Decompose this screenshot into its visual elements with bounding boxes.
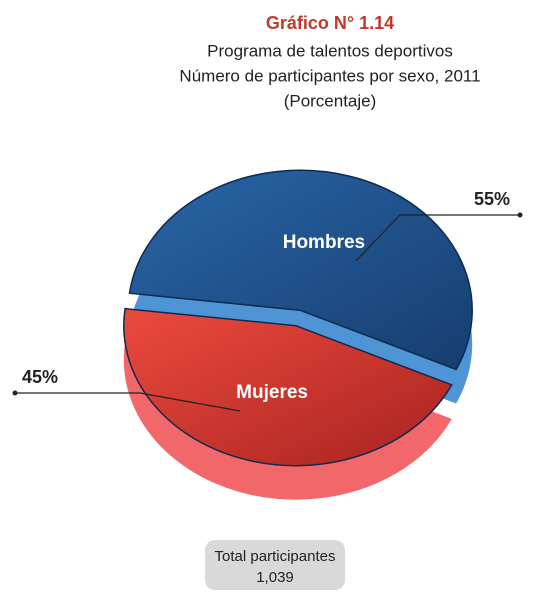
value-label: 55% [474,189,510,209]
value-label: 45% [22,367,58,387]
chart-subtitle: Programa de talentos deportivos [207,41,453,60]
slice [123,307,453,467]
slice-label: Mujeres [236,382,308,403]
chart-subtitle: Número de participantes por sexo, 2011 [179,66,480,85]
leader-line [15,392,241,412]
leader-line [355,214,520,262]
slice [128,169,473,371]
leader-dot [517,212,523,218]
chart-title: Gráfico N° 1.14 [266,13,394,33]
total-box [205,540,345,590]
slice-label: Hombres [283,232,365,253]
leader-dot [12,390,18,396]
annotation: 1,039 [256,569,294,586]
annotation: Total participantes [215,548,336,565]
chart-subtitle: (Porcentaje) [284,91,377,110]
